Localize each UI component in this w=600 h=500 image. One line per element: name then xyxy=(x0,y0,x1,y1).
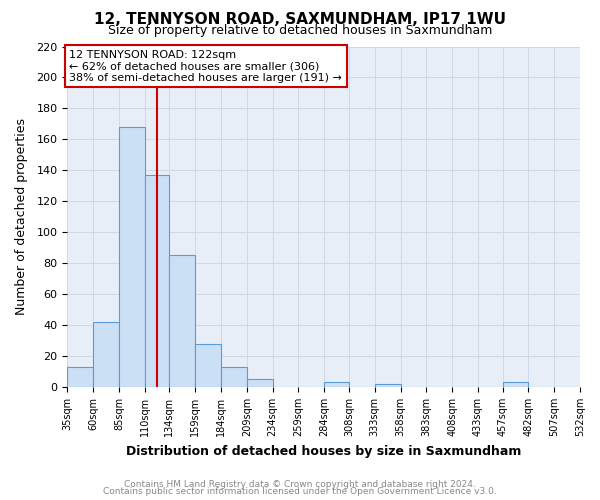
Bar xyxy=(169,256,195,387)
Text: 12, TENNYSON ROAD, SAXMUNDHAM, IP17 1WU: 12, TENNYSON ROAD, SAXMUNDHAM, IP17 1WU xyxy=(94,12,506,28)
Text: Size of property relative to detached houses in Saxmundham: Size of property relative to detached ho… xyxy=(108,24,492,37)
Text: Contains HM Land Registry data © Crown copyright and database right 2024.: Contains HM Land Registry data © Crown c… xyxy=(124,480,476,489)
Bar xyxy=(503,382,529,387)
Bar xyxy=(247,380,272,387)
Bar xyxy=(67,367,93,387)
Bar xyxy=(221,367,247,387)
Bar xyxy=(145,175,169,387)
Text: Contains public sector information licensed under the Open Government Licence v3: Contains public sector information licen… xyxy=(103,487,497,496)
Bar xyxy=(375,384,401,387)
Y-axis label: Number of detached properties: Number of detached properties xyxy=(15,118,28,316)
X-axis label: Distribution of detached houses by size in Saxmundham: Distribution of detached houses by size … xyxy=(126,444,521,458)
Bar xyxy=(93,322,119,387)
Bar xyxy=(195,344,221,387)
Bar xyxy=(324,382,349,387)
Bar xyxy=(119,127,145,387)
Text: 12 TENNYSON ROAD: 122sqm
← 62% of detached houses are smaller (306)
38% of semi-: 12 TENNYSON ROAD: 122sqm ← 62% of detach… xyxy=(70,50,342,83)
